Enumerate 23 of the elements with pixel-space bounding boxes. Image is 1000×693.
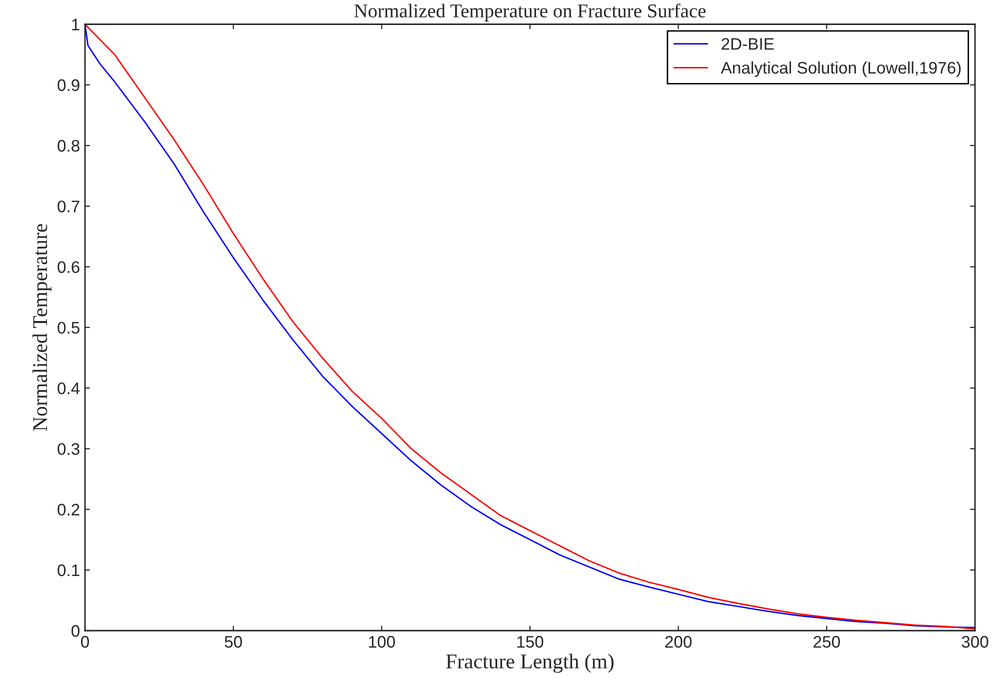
y-tick-label: 0.5 <box>58 322 80 334</box>
y-tick-label: 0.9 <box>58 79 80 92</box>
y-tick-label: 1 <box>72 18 80 30</box>
x-tick-label: 0 <box>81 636 89 648</box>
y-tick-label: 0.1 <box>58 564 80 576</box>
y-tick-label: 0.8 <box>58 140 80 152</box>
y-axis-title: Normalized Temperature <box>32 224 52 431</box>
legend-label: 2D-BIE <box>722 38 774 50</box>
y-tick-label: 0.4 <box>58 382 80 394</box>
x-tick-label: 100 <box>369 636 395 648</box>
x-tick-label: 150 <box>517 636 544 648</box>
y-tick-label: 0.6 <box>58 261 80 274</box>
chart-title: Normalized Temperature on Fracture Surface <box>354 4 706 22</box>
x-axis-title: Fracture Length (m) <box>446 654 614 673</box>
x-tick-label: 250 <box>814 636 840 648</box>
x-tick-label: 50 <box>224 636 242 648</box>
y-tick-label: 0.3 <box>58 443 80 455</box>
x-tick-label: 300 <box>962 636 988 648</box>
y-tick-label: 0.2 <box>58 504 80 516</box>
y-tick-label: 0 <box>72 625 80 637</box>
x-tick-label: 200 <box>665 636 692 648</box>
y-tick-label: 0.7 <box>58 200 80 212</box>
legend-label: Analytical Solution (Lowell,1976) <box>720 61 961 77</box>
